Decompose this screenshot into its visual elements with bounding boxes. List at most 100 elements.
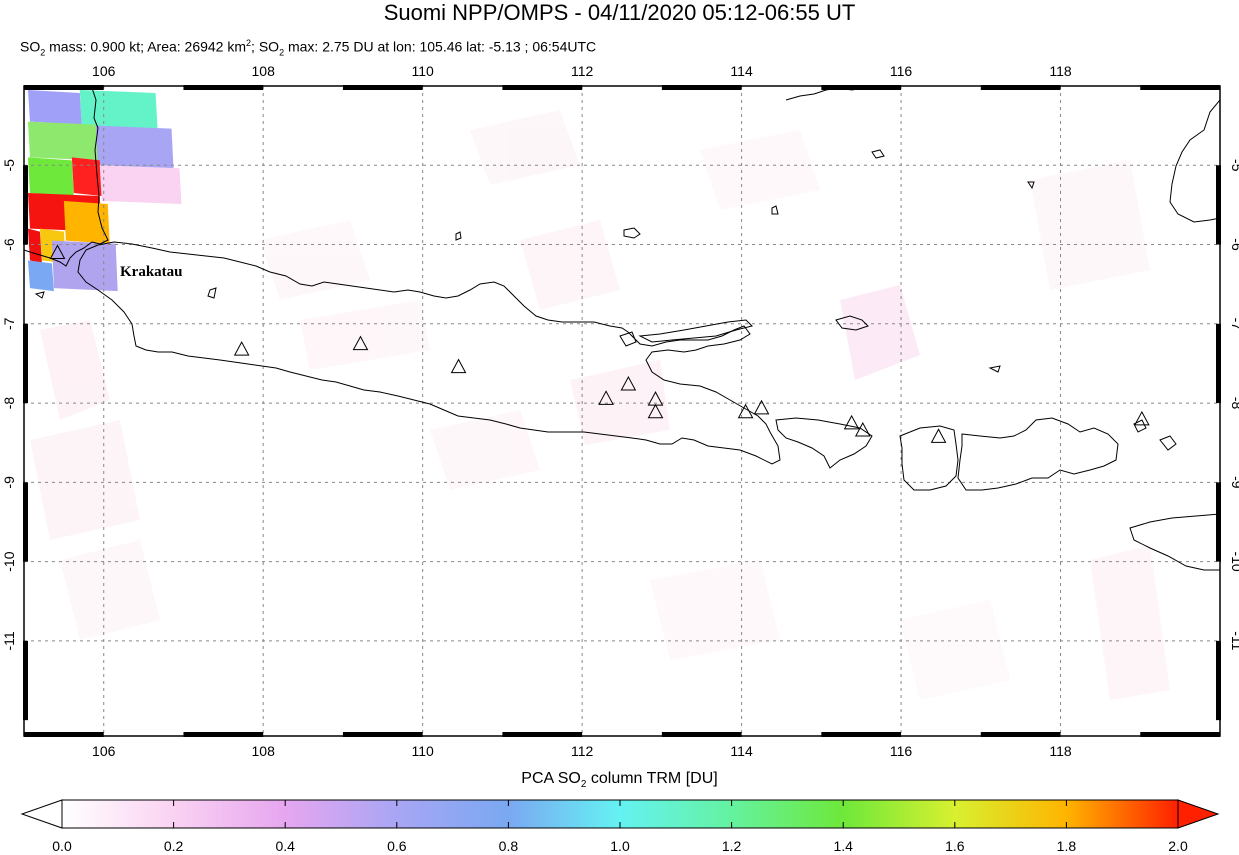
colorbar-tick-label: 1.0 (610, 838, 630, 854)
sulawesi-coast (1169, 99, 1220, 223)
border-bar-bottom (342, 732, 423, 737)
lat-tick-label-right: -11 (1229, 631, 1239, 650)
lon-tick-label-top: 106 (92, 63, 116, 79)
so2-max-prefix: ; SO (251, 38, 280, 55)
lon-tick-label-bottom: 112 (571, 743, 594, 759)
border-bar-top (661, 85, 742, 90)
small-island (771, 205, 779, 215)
noise-swath (520, 220, 620, 310)
volcano-triangle (737, 403, 754, 419)
lon-tick-label-top: 118 (1049, 63, 1072, 79)
colorbar-tick-label: 0.6 (387, 838, 407, 854)
plot-area: Krakatau (24, 86, 1220, 736)
lat-tick-label-right: -7 (1229, 318, 1239, 331)
border-bar-left (23, 323, 28, 404)
lon-tick-label-top: 114 (730, 63, 753, 79)
lon-tick-label-bottom: 118 (1049, 743, 1072, 759)
noise-swath (470, 110, 580, 185)
lombok-coast (899, 425, 959, 491)
bawean-island (455, 231, 462, 241)
border-bar-bottom (821, 732, 902, 737)
small-island (1159, 435, 1177, 451)
lat-tick-label-left: -9 (1, 476, 17, 489)
noise-swath (40, 320, 110, 420)
so2-cell (63, 200, 110, 244)
border-bar-bottom (24, 732, 104, 737)
colorbar-tick-label: 0.0 (52, 838, 72, 854)
so2-cells (27, 89, 182, 292)
noise-swath (840, 285, 920, 380)
so2-subscript: 2 (40, 47, 46, 58)
colorbar-tick-label: 0.2 (164, 838, 184, 854)
sumatra-coast (24, 87, 109, 267)
lat-tick-label-left: -8 (1, 397, 17, 410)
so2-summary: SO2 mass: 0.900 kt; Area: 26942 km2; SO2… (20, 34, 596, 61)
lon-tick-label-top: 112 (571, 63, 594, 79)
volcano-triangle (930, 428, 947, 443)
volcano-triangle (647, 403, 664, 419)
lat-tick-label-right: -9 (1229, 476, 1239, 489)
border-bar-right (1216, 165, 1221, 245)
coastlines (24, 87, 1220, 571)
colorbar-tick-label: 1.2 (722, 838, 742, 854)
lon-tick-label-bottom: 116 (890, 743, 913, 759)
so2-cell (27, 89, 82, 125)
noise-swath (1090, 545, 1170, 700)
volcano-triangle (620, 375, 637, 391)
background-noise (30, 110, 1170, 700)
colorbar-title-prefix: PCA SO (521, 770, 581, 787)
so2-max-location: max: 2.75 DU at lon: 105.46 lat: -5.13 ;… (284, 38, 597, 55)
lat-tick-label-right: -6 (1229, 238, 1239, 251)
volcano-triangle (843, 414, 860, 430)
lon-tick-label-bottom: 114 (730, 743, 753, 759)
lat-tick-label-left: -6 (1, 238, 17, 251)
so2-cell (27, 121, 98, 161)
volcano-markers (49, 244, 1150, 443)
so2-cell (27, 260, 54, 292)
noise-swath (60, 540, 160, 640)
border-bar-top (1140, 85, 1220, 90)
page-title: Suomi NPP/OMPS - 04/11/2020 05:12-06:55 … (383, 0, 856, 25)
border-bar-bottom (183, 732, 264, 737)
small-island (1027, 181, 1035, 190)
border-bar-top (342, 85, 423, 90)
karimunjawa-island (623, 227, 641, 239)
colorbar-tick-label: 0.4 (275, 838, 295, 854)
volcano-triangle (753, 399, 770, 415)
lat-tick-label-left: -11 (1, 631, 17, 650)
volcano-triangle (352, 335, 369, 351)
so2-subscript-2: 2 (279, 47, 285, 58)
so2-cell (27, 228, 42, 264)
bali-coast (775, 417, 873, 469)
kangean-islands (835, 315, 869, 331)
volcano-triangle (854, 421, 871, 437)
colorbar-tick-label: 1.8 (1057, 838, 1077, 854)
noise-swath (700, 130, 820, 210)
colorbar-ticks: 0.0 0.2 0.4 0.6 0.8 1.0 1.2 1.4 1.6 1.8 2.0 (52, 800, 1188, 854)
border-bar-top (183, 85, 264, 90)
lat-tick-label-left: -7 (1, 317, 17, 330)
border-bar-top (980, 85, 1061, 90)
border-bar-top (24, 85, 104, 90)
so2-mass-area: mass: 0.900 kt; Area: 26942 km (45, 38, 247, 55)
lat-tick-label-right: -8 (1229, 397, 1239, 410)
so2-cell (95, 125, 174, 169)
colorbar-tick-label: 2.0 (1168, 838, 1188, 854)
border-bar-right (1216, 640, 1221, 721)
lon-tick-label-top: 110 (412, 63, 435, 79)
sumbawa-coast (957, 417, 1119, 491)
colorbar-title-suffix: column TRM [DU] (586, 770, 718, 787)
so2-cell (51, 240, 118, 292)
border-bar-bottom (502, 732, 583, 737)
border-bar-right (1216, 323, 1221, 404)
small-island (871, 149, 885, 159)
border-bar-left (23, 165, 28, 245)
frame-border-bars (23, 85, 1221, 737)
lon-tick-label-top: 116 (890, 63, 913, 79)
area-unit-superscript: 2 (246, 38, 252, 48)
colorbar-title-subscript: 2 (580, 779, 587, 791)
volcano-triangle (598, 390, 614, 405)
border-bar-top (821, 85, 902, 90)
border-bar-left (23, 482, 28, 562)
